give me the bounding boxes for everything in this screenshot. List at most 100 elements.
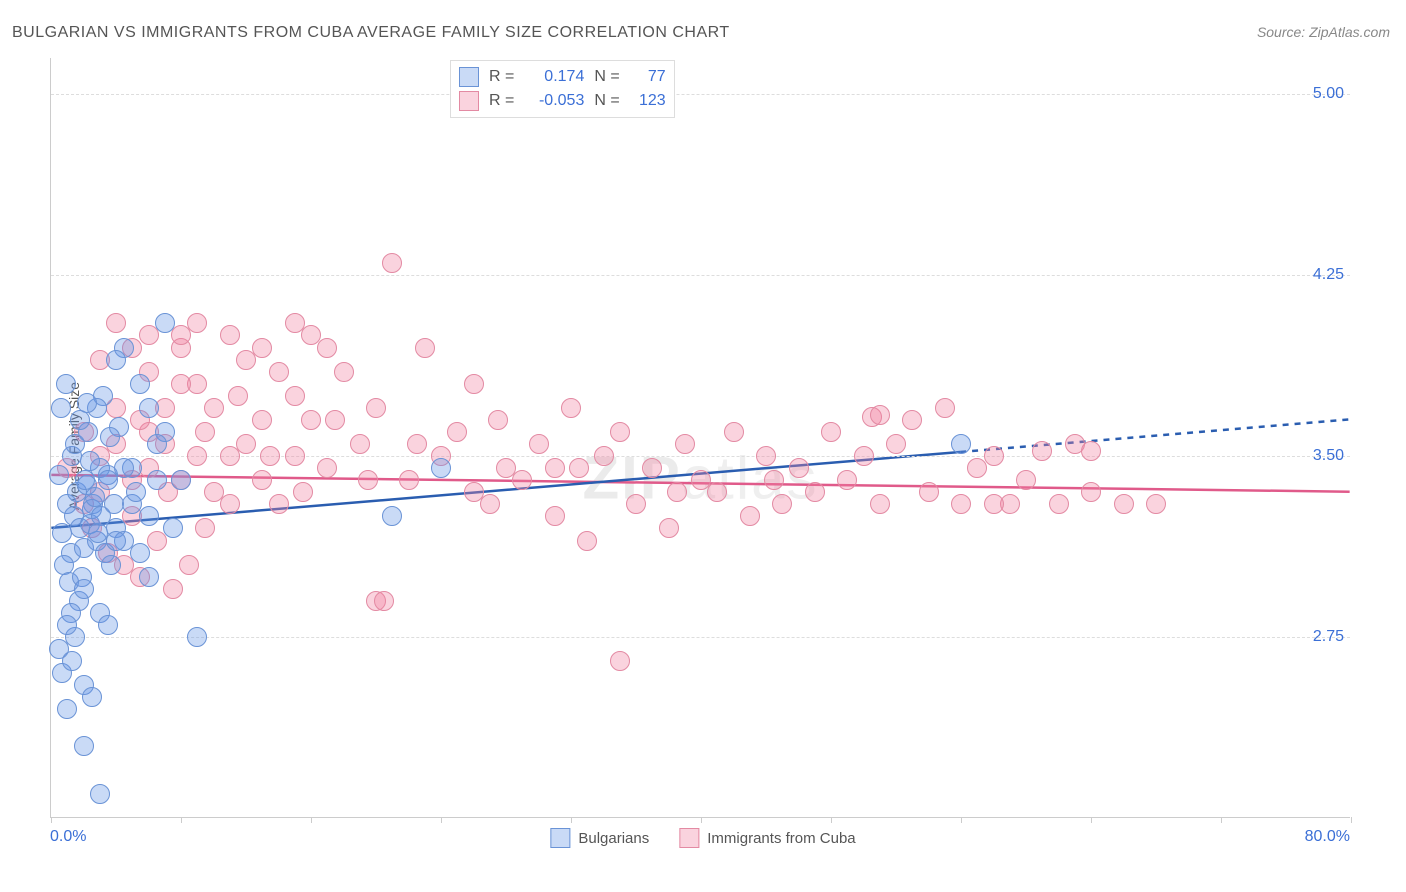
scatter-point-bulgarians [106,531,126,551]
legend-swatch [459,67,479,87]
scatter-point-cuba [464,374,484,394]
scatter-point-cuba [1081,441,1101,461]
scatter-point-cuba [252,410,272,430]
scatter-point-cuba [512,470,532,490]
stat-r-value: -0.053 [524,89,584,113]
scatter-point-cuba [569,458,589,478]
gridline [51,637,1350,638]
scatter-point-cuba [187,446,207,466]
scatter-point-cuba [187,313,207,333]
scatter-point-cuba [1016,470,1036,490]
scatter-point-cuba [659,518,679,538]
scatter-point-cuba [854,446,874,466]
scatter-point-bulgarians [77,393,97,413]
x-tick-mark [1091,817,1092,823]
scatter-point-bulgarians [106,350,126,370]
x-tick-mark [701,817,702,823]
scatter-point-cuba [886,434,906,454]
scatter-point-cuba [317,458,337,478]
scatter-point-cuba [358,470,378,490]
scatter-point-bulgarians [74,736,94,756]
scatter-point-cuba [789,458,809,478]
stats-legend: R =0.174N =77R =-0.053N =123 [450,60,675,118]
scatter-point-cuba [707,482,727,502]
scatter-point-bulgarians [57,699,77,719]
scatter-point-bulgarians [82,687,102,707]
scatter-point-cuba [675,434,695,454]
scatter-point-bulgarians [147,434,167,454]
scatter-point-bulgarians [155,313,175,333]
stat-n-value: 77 [630,65,666,89]
scatter-point-bulgarians [951,434,971,454]
scatter-point-bulgarians [51,398,71,418]
stats-row: R =-0.053N =123 [459,89,666,113]
scatter-point-bulgarians [49,465,69,485]
scatter-point-cuba [764,470,784,490]
scatter-point-bulgarians [57,615,77,635]
x-tick-mark [831,817,832,823]
scatter-point-cuba [626,494,646,514]
scatter-point-bulgarians [85,487,105,507]
scatter-point-bulgarians [382,506,402,526]
scatter-point-cuba [204,398,224,418]
scatter-point-cuba [488,410,508,430]
legend-label: Bulgarians [578,830,649,847]
scatter-point-cuba [984,494,1004,514]
scatter-point-cuba [106,313,126,333]
legend-item: Immigrants from Cuba [679,828,855,848]
scatter-point-cuba [415,338,435,358]
scatter-point-cuba [252,338,272,358]
x-tick-mark [961,817,962,823]
scatter-point-cuba [163,579,183,599]
scatter-point-bulgarians [98,470,118,490]
scatter-point-cuba [1146,494,1166,514]
scatter-point-cuba [195,422,215,442]
scatter-point-cuba [195,518,215,538]
scatter-point-cuba [171,325,191,345]
scatter-point-cuba [837,470,857,490]
x-tick-mark [1221,817,1222,823]
scatter-point-cuba [577,531,597,551]
x-axis-min-label: 0.0% [50,828,86,846]
scatter-point-bulgarians [171,470,191,490]
y-tick-label: 2.75 [1313,628,1344,646]
scatter-point-cuba [935,398,955,418]
stats-row: R =0.174N =77 [459,65,666,89]
x-axis-max-label: 80.0% [1305,828,1350,846]
scatter-point-cuba [724,422,744,442]
scatter-point-bulgarians [80,451,100,471]
scatter-point-cuba [236,434,256,454]
scatter-point-cuba [220,494,240,514]
scatter-point-cuba [260,446,280,466]
scatter-point-cuba [610,422,630,442]
scatter-point-bulgarians [130,374,150,394]
scatter-point-cuba [642,458,662,478]
legend-swatch [550,828,570,848]
scatter-point-cuba [870,405,890,425]
x-tick-mark [571,817,572,823]
x-tick-mark [1351,817,1352,823]
scatter-point-bulgarians [431,458,451,478]
scatter-point-cuba [545,458,565,478]
scatter-point-cuba [594,446,614,466]
x-tick-mark [51,817,52,823]
scatter-point-cuba [285,313,305,333]
scatter-point-bulgarians [130,543,150,563]
scatter-point-bulgarians [90,784,110,804]
scatter-point-cuba [1049,494,1069,514]
scatter-point-bulgarians [139,506,159,526]
scatter-point-bulgarians [62,651,82,671]
scatter-point-bulgarians [187,627,207,647]
scatter-point-cuba [293,482,313,502]
legend-swatch [459,91,479,111]
plot-area: ZIPatlas 2.753.504.255.00 [50,58,1350,818]
trend-line-bulgarians-extrapolated [960,419,1349,452]
scatter-point-cuba [325,410,345,430]
gridline [51,275,1350,276]
scatter-point-cuba [285,446,305,466]
scatter-point-cuba [464,482,484,502]
gridline [51,94,1350,95]
legend-swatch [679,828,699,848]
x-tick-mark [181,817,182,823]
scatter-point-bulgarians [98,615,118,635]
